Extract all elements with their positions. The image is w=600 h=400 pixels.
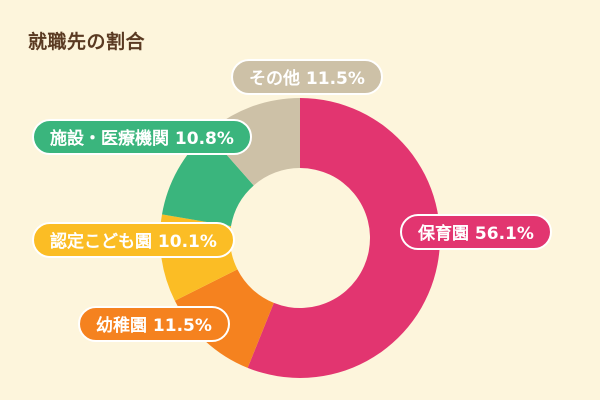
slice-label-3: 認定こども園 10.1% (32, 222, 235, 258)
slice-label-4: 施設・医療機関 10.8% (32, 119, 252, 155)
slice-label-5: その他 11.5% (231, 59, 383, 95)
chart-title: 就職先の割合 (28, 31, 146, 53)
slice-1 (247, 98, 440, 378)
slice-label-2: 幼稚園 11.5% (78, 306, 230, 342)
slice-label-1: 保育園 56.1% (400, 214, 552, 250)
slice-4 (162, 132, 254, 227)
